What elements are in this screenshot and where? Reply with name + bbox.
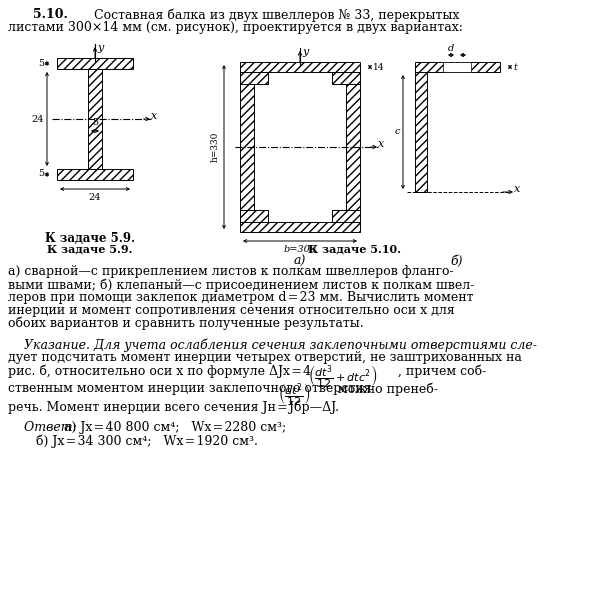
Bar [240,222,360,232]
Text: листами 300×14 мм (см. рисунок), проектируется в двух вариантах:: листами 300×14 мм (см. рисунок), проекти… [8,21,463,34]
Text: y: y [302,47,308,57]
Text: К задаче 5.9.: К задаче 5.9. [47,243,133,254]
Text: 5: 5 [38,170,44,178]
Text: ственным моментом инерции заклепочного отверстия: ственным моментом инерции заклепочного о… [8,382,372,395]
Bar [57,169,133,180]
Text: $\left(\dfrac{dt^3}{12}+dtc^2\right)$: $\left(\dfrac{dt^3}{12}+dtc^2\right)$ [308,364,377,391]
Text: дует подсчитать момент инерции четырех отверстий, не заштрихованных на: дует подсчитать момент инерции четырех о… [8,351,522,364]
Text: x: x [378,139,384,149]
Text: 5.10.: 5.10. [32,8,67,21]
Text: c: c [395,128,400,137]
Text: можно пренеб-: можно пренеб- [338,382,438,395]
Text: , причем соб-: , причем соб- [398,364,486,378]
Text: рис. б, относительно оси x по формуле ΔJx = 4: рис. б, относительно оси x по формуле ΔJ… [8,364,311,378]
Text: 14: 14 [373,63,385,72]
Text: Составная балка из двух швеллеров № 33, перекрытых: Составная балка из двух швеллеров № 33, … [90,8,460,21]
Text: К задаче 5.9.: К задаче 5.9. [45,232,135,245]
Text: d: d [448,44,454,53]
Text: t: t [513,63,517,72]
Text: речь. Момент инерции всего сечения Jн = Jбр—ΔJ.: речь. Момент инерции всего сечения Jн = … [8,400,339,414]
Bar [240,62,360,72]
Text: выми швами; б) клепаный—с присоединением листов к полкам швел-: выми швами; б) клепаный—с присоединением… [8,278,474,292]
Text: 5: 5 [38,58,44,67]
Text: x: x [151,111,158,121]
Text: Указание. Для учета ослабления сечения заклепочными отверстиями сле-: Указание. Для учета ослабления сечения з… [8,338,537,351]
Bar [346,72,360,222]
Text: б): б) [451,255,463,268]
Text: инерции и момент сопротивления сечения относительно оси x для: инерции и момент сопротивления сечения о… [8,304,455,317]
Bar [415,72,427,192]
Text: h=330: h=330 [211,132,220,162]
Bar [443,62,471,72]
Bar [88,69,102,169]
Bar [240,210,268,222]
Text: б) Jx = 34 300 см⁴;   Wx = 1920 см³.: б) Jx = 34 300 см⁴; Wx = 1920 см³. [8,434,258,447]
Bar [240,72,254,222]
Text: обоих вариантов и сравнить полученные результаты.: обоих вариантов и сравнить полученные ре… [8,317,363,330]
Text: леров при помощи заклепок диаметром d = 23 мм. Вычислить момент: леров при помощи заклепок диаметром d = … [8,291,474,304]
Text: Ответ:: Ответ: [8,421,77,434]
Bar [415,62,500,72]
Text: $\left(\dfrac{dt^2}{12}\right)$: $\left(\dfrac{dt^2}{12}\right)$ [278,382,310,409]
Text: а) сварной—с прикреплением листов к полкам швеллеров фланго-: а) сварной—с прикреплением листов к полк… [8,265,454,278]
Bar [332,210,360,222]
Bar [240,72,268,84]
Text: К задаче 5.10.: К задаче 5.10. [309,243,402,254]
Text: x: x [514,184,520,194]
Text: 5: 5 [92,118,98,127]
Text: а) Jx = 40 800 см⁴;   Wx = 2280 см³;: а) Jx = 40 800 см⁴; Wx = 2280 см³; [60,421,286,434]
Text: 24: 24 [31,115,44,123]
Bar [57,58,133,69]
Text: y: y [97,43,103,53]
Bar [332,72,360,84]
Text: 24: 24 [88,193,101,202]
Text: b=300: b=300 [283,245,317,254]
Text: а): а) [294,255,306,268]
